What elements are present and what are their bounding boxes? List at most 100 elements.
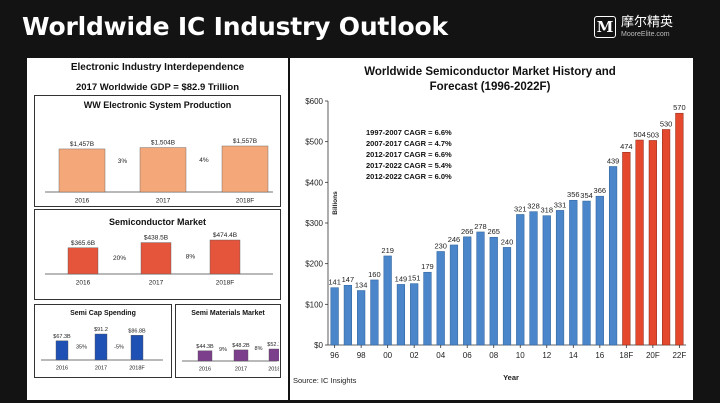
bar-2017 bbox=[608, 166, 618, 346]
bar-2001 bbox=[396, 284, 406, 346]
semi-cap-spending-growth-label: 35% bbox=[76, 344, 87, 350]
electronic-production-category-label: 2017 bbox=[156, 198, 171, 205]
bar-value-label: 265 bbox=[487, 227, 500, 236]
semi-cap-spending-value-label: $86.8B bbox=[128, 328, 146, 334]
bar-1999 bbox=[370, 279, 379, 346]
cagr-note: 2012-2022 CAGR = 6.0% bbox=[366, 172, 452, 181]
semi-materials-value-label: $48.2B bbox=[232, 343, 250, 349]
bar-value-label: 328 bbox=[527, 202, 540, 211]
bar-2014 bbox=[569, 199, 578, 346]
bar-value-label: 331 bbox=[554, 200, 567, 209]
bar-2007 bbox=[476, 231, 485, 346]
y-tick-label: $600 bbox=[305, 97, 323, 106]
x-tick-label: 12 bbox=[542, 351, 551, 360]
semi-cap-spending-bar-2018f bbox=[130, 335, 144, 361]
electronic-production-growth-label: 4% bbox=[199, 157, 209, 164]
bar-value-label: 149 bbox=[395, 274, 408, 283]
x-tick-label: 00 bbox=[383, 351, 392, 360]
bar-2009 bbox=[502, 247, 512, 346]
semi-materials-growth-label: 8% bbox=[255, 346, 263, 352]
y-tick-label: $500 bbox=[305, 138, 323, 147]
y-tick-label: $100 bbox=[305, 300, 323, 309]
semi-materials-bar-2016 bbox=[197, 350, 213, 362]
semi-materials-value-label: $52.1B bbox=[267, 342, 279, 348]
bar-value-label: 321 bbox=[514, 204, 527, 213]
electronic-production-value-label: $1,504B bbox=[151, 140, 175, 147]
bar-2020f bbox=[648, 140, 657, 346]
cagr-note: 1997-2007 CAGR = 6.6% bbox=[366, 128, 452, 137]
interdependence-panel: Electronic Industry Interdependence 2017… bbox=[27, 58, 288, 400]
slide-title: Worldwide IC Industry Outlook bbox=[22, 12, 448, 41]
x-tick-label: 08 bbox=[489, 351, 498, 360]
semi-cap-spending-value-label: $91.2 bbox=[94, 327, 108, 333]
semiconductor-market-value-label: $438.5B bbox=[144, 235, 168, 242]
bar-value-label: 151 bbox=[408, 274, 421, 283]
x-axis-label: Year bbox=[503, 373, 519, 382]
electronic-production-bar-2018f bbox=[221, 145, 269, 193]
market-history-title: Worldwide Semiconductor Market History a… bbox=[364, 66, 616, 78]
bar-1998 bbox=[357, 290, 366, 346]
x-tick-label: 22F bbox=[672, 351, 686, 360]
electronic-production-chart: $1,457B 2016 $1,504B 2017 $1,557B 2018F 3% 4% bbox=[45, 138, 273, 205]
semiconductor-market-bar-2018f bbox=[209, 239, 241, 275]
semiconductor-market-growth-label: 8% bbox=[186, 254, 196, 261]
semi-cap-spending-value-label: $67.3B bbox=[53, 334, 71, 340]
semi-cap-spending-category-label: 2017 bbox=[95, 366, 107, 372]
y-axis-label: Billions bbox=[332, 191, 339, 215]
bar-value-label: 356 bbox=[567, 190, 580, 199]
y-tick-label: $400 bbox=[305, 178, 323, 187]
electronic-production-bar-2017 bbox=[139, 147, 187, 193]
market-history-panel: Worldwide Semiconductor Market History a… bbox=[290, 58, 693, 400]
x-tick-label: 06 bbox=[463, 351, 472, 360]
bar-1997 bbox=[343, 284, 352, 346]
semi-materials-category-label: 2017 bbox=[235, 367, 247, 373]
semiconductor-market-category-label: 2018F bbox=[216, 280, 234, 287]
cagr-note: 2012-2017 CAGR = 6.6% bbox=[366, 150, 452, 159]
bar-2019f bbox=[635, 139, 644, 346]
semi-cap-spending-bar-2016 bbox=[55, 340, 69, 361]
electronic-production-value-label: $1,557B bbox=[233, 138, 257, 145]
semi-materials-bar-2018f bbox=[268, 348, 279, 362]
semi-cap-spending-category-label: 2018F bbox=[129, 366, 145, 372]
cagr-note: 2017-2022 CAGR = 5.4% bbox=[366, 161, 452, 170]
bar-2004 bbox=[436, 251, 445, 346]
bar-value-label: 240 bbox=[501, 237, 514, 246]
electronic-production-category-label: 2016 bbox=[75, 198, 90, 205]
market-history-chart: Worldwide Semiconductor Market History a… bbox=[305, 66, 686, 382]
electronic-production-box: WW Electronic System Production $1,457B 2… bbox=[34, 95, 281, 207]
bar-value-label: 366 bbox=[594, 186, 607, 195]
semi-cap-spending-chart: $67.3B 2016 $91.2 2017 $86.8B 2018F 35% -5% bbox=[41, 327, 163, 372]
bar-value-label: 160 bbox=[368, 270, 381, 279]
electronic-production-value-label: $1,457B bbox=[70, 141, 94, 148]
y-tick-label: $200 bbox=[305, 260, 323, 269]
bar-value-label: 570 bbox=[673, 103, 686, 112]
interdependence-title: Electronic Industry Interdependence bbox=[70, 62, 245, 73]
semi-cap-spending-bar-2017 bbox=[94, 333, 108, 361]
bar-value-label: 219 bbox=[381, 246, 394, 255]
x-tick-label: 96 bbox=[330, 351, 339, 360]
semiconductor-market-category-label: 2017 bbox=[149, 280, 164, 287]
semi-materials-box: Semi Materials Market $44.3B 2016 $48.2B 20… bbox=[175, 304, 281, 378]
bar-value-label: 278 bbox=[474, 222, 487, 231]
bar-value-label: 439 bbox=[607, 156, 620, 165]
bar-2012 bbox=[542, 215, 551, 346]
electronic-production-bar-2016 bbox=[58, 148, 106, 193]
bar-2000 bbox=[383, 255, 392, 346]
bar-1996 bbox=[330, 287, 339, 346]
x-tick-label: 04 bbox=[436, 351, 445, 360]
bar-2002 bbox=[410, 283, 419, 346]
x-tick-label: 16 bbox=[595, 351, 604, 360]
bar-value-label: 474 bbox=[620, 142, 633, 151]
semi-cap-spending-growth-label: -5% bbox=[114, 344, 124, 350]
x-tick-label: 10 bbox=[516, 351, 525, 360]
semiconductor-market-growth-label: 20% bbox=[113, 255, 126, 262]
bar-2018f bbox=[622, 151, 631, 346]
semi-materials-value-label: $44.3B bbox=[196, 344, 214, 350]
y-tick-label: $300 bbox=[305, 219, 323, 228]
bar-value-label: 503 bbox=[647, 130, 660, 139]
cagr-note: 2007-2017 CAGR = 4.7% bbox=[366, 139, 452, 148]
logo-en-text: MooreElite.com bbox=[621, 31, 670, 38]
bar-value-label: 318 bbox=[541, 206, 554, 215]
electronic-production-title: WW Electronic System Production bbox=[83, 100, 232, 110]
semiconductor-market-bar-2016 bbox=[67, 247, 99, 275]
